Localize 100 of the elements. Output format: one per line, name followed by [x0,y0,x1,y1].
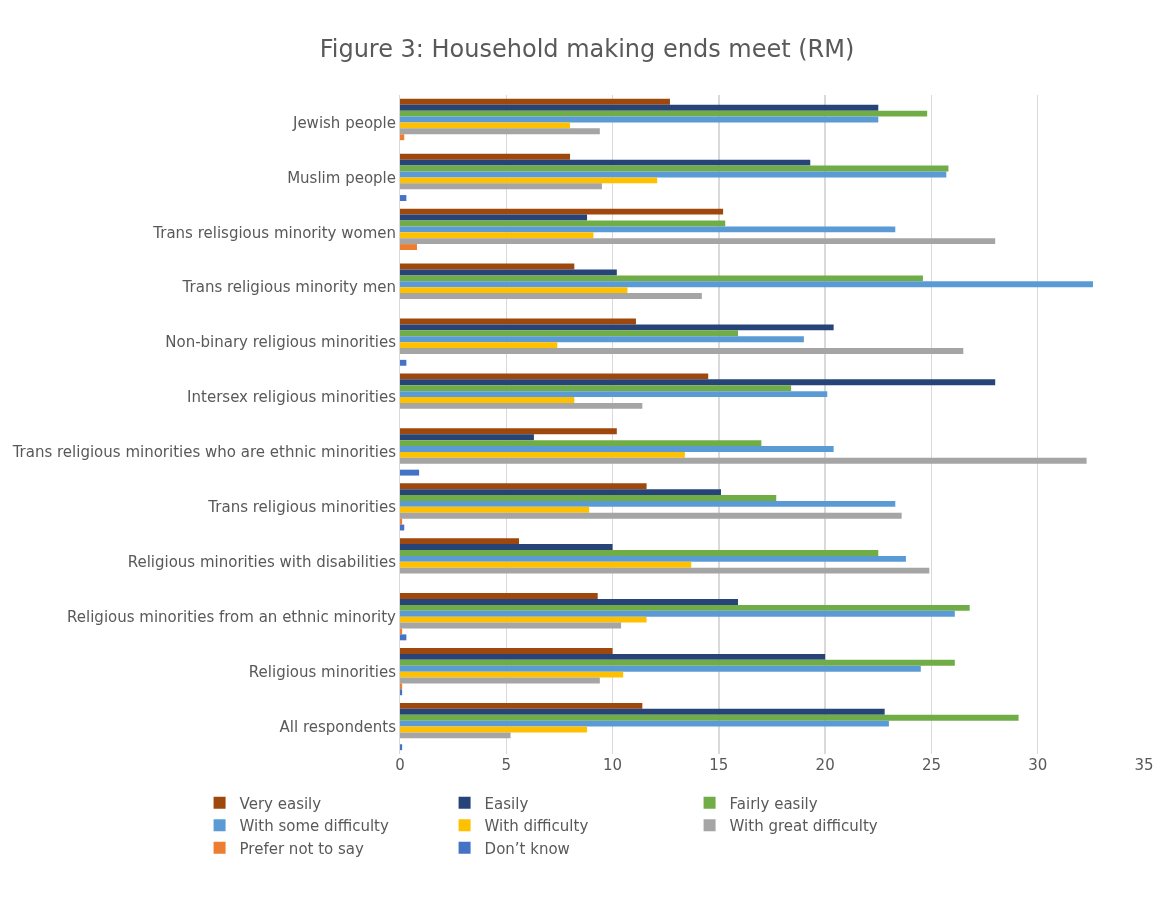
bar [400,469,420,476]
bar [400,153,571,160]
bar [400,544,613,550]
bar [400,616,647,623]
bar [400,348,964,354]
y-tick-label: Trans relisgious minority women [152,223,396,242]
bar [400,208,724,215]
legend-label: Don’t know [484,839,570,858]
y-tick-label: Jewish people [291,113,396,132]
bar [400,506,590,513]
bar [400,593,598,599]
bar [400,567,930,574]
bar [400,648,613,654]
y-tick-label: Religious minorities from an ethnic minority [67,607,397,626]
x-tick-label: 10 [603,756,623,774]
legend-label: With some difficulty [239,817,389,836]
legend-label: With great difficulty [729,817,878,836]
bar [400,379,996,386]
bar [400,238,996,245]
y-tick-label: Religious minorities [248,662,397,681]
bar [400,512,902,519]
bar [400,457,1087,464]
bar [400,232,594,239]
bar [400,744,403,751]
bar [400,336,804,343]
y-tick-label: Religious minorities with disabilities [127,553,397,572]
bar [400,634,407,641]
x-tick-label: 25 [921,756,941,774]
y-tick-label: Muslim people [287,168,396,187]
bar [400,622,622,629]
bar [400,653,826,660]
bar [400,122,571,129]
bar [400,518,403,525]
y-tick-label: Trans religious minorities who are ethnic minorities [11,443,397,462]
bar [400,671,624,678]
bar [400,342,558,349]
bar [400,555,906,562]
bar [400,665,921,672]
bar [400,385,792,392]
bar [400,428,617,435]
bar [400,538,520,545]
x-tick-label: 35 [1134,756,1154,774]
y-tick-label: Intersex religious minorities [187,388,397,407]
bar [400,275,923,282]
bar [400,263,575,270]
bar [400,500,896,507]
bar [400,110,928,117]
bar [400,495,777,501]
chart-title: Figure 3: Household making ends meet (RM) [319,35,855,64]
bar [400,177,658,184]
legend-label: Fairly easily [729,794,818,813]
bar [400,183,602,190]
x-tick-label: 5 [501,756,512,774]
bar [400,330,738,337]
bar [400,128,600,135]
legend-label: Easily [484,794,529,813]
legend-label: With difficulty [484,817,589,836]
bar [400,171,947,178]
legend-label: Prefer not to say [239,839,365,858]
bar [400,134,405,141]
bar [400,708,885,715]
legend-label: Very easily [239,794,322,813]
bar [400,610,955,617]
bar [400,720,889,727]
y-tick-label: Trans religious minorities [207,498,397,517]
bar [400,159,811,166]
bar [400,659,955,666]
bar [400,599,738,605]
bar [400,714,1019,721]
bar [400,397,575,403]
y-tick-label: Trans religious minority men [181,278,396,297]
bar [400,293,702,300]
y-tick-label: All respondents [279,717,397,736]
bar [400,489,721,496]
bar [400,281,1093,288]
bar [400,324,834,331]
y-tick-label: Non-binary religious minorities [165,333,397,352]
bar [400,446,834,452]
bar [400,244,418,250]
x-tick-label: 30 [1028,756,1048,774]
bar [400,104,879,111]
bar [400,451,685,458]
bar [400,226,896,233]
bar [400,604,970,611]
bar [400,483,647,490]
x-tick-label: 15 [709,756,729,774]
bar [400,732,511,739]
bar [400,195,407,201]
x-tick-label: 20 [815,756,835,774]
bar [400,689,403,696]
bar [400,359,407,366]
bar [400,549,879,556]
bar [400,220,726,227]
bar [400,434,534,441]
x-tick-label: 0 [395,756,405,774]
bar [400,702,643,709]
bar [400,98,670,105]
bar [400,683,403,690]
bar [400,287,628,294]
bar [400,373,709,380]
